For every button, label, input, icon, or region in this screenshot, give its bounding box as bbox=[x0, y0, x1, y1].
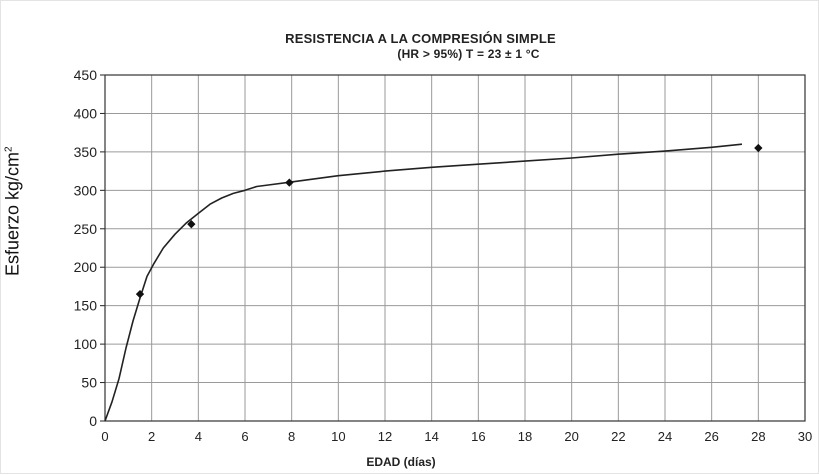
plot-frame bbox=[104, 74, 806, 422]
grid-layer bbox=[104, 74, 806, 422]
x-tick-label: 24 bbox=[658, 429, 672, 444]
y-tick-label: 0 bbox=[89, 413, 97, 429]
y-axis-title: Esfuerzo kg/cm2 bbox=[3, 146, 24, 276]
y-axis-title-superscript: 2 bbox=[3, 146, 15, 152]
x-tick-label: 8 bbox=[288, 429, 295, 444]
data-point bbox=[754, 143, 763, 153]
x-axis-title: EDAD (días) bbox=[366, 455, 436, 469]
x-tick-label: 0 bbox=[101, 429, 108, 444]
chart-title: RESISTENCIA A LA COMPRESIÓN SIMPLE bbox=[285, 31, 556, 46]
x-tick-label: 12 bbox=[378, 429, 392, 444]
y-tick-label: 150 bbox=[74, 298, 98, 314]
x-tick-label: 26 bbox=[704, 429, 718, 444]
x-tick-label: 28 bbox=[751, 429, 765, 444]
x-tick-label: 18 bbox=[518, 429, 532, 444]
data-point bbox=[187, 219, 196, 229]
chart-subtitle: (HR > 95%) T = 23 ± 1 °C bbox=[397, 47, 540, 61]
series-layer bbox=[104, 143, 763, 422]
y-axis-title-text: Esfuerzo kg/cm bbox=[2, 151, 23, 276]
x-tick-label: 22 bbox=[611, 429, 625, 444]
data-point bbox=[285, 178, 294, 187]
x-tick-label: 20 bbox=[564, 429, 578, 444]
x-tick-label: 6 bbox=[241, 429, 248, 444]
x-tick-label: 16 bbox=[471, 429, 485, 444]
data-point bbox=[135, 289, 145, 299]
y-tick-label: 400 bbox=[74, 105, 98, 121]
x-tick-label: 4 bbox=[195, 429, 202, 444]
y-tick-label: 250 bbox=[74, 221, 98, 237]
y-tick-label: 200 bbox=[74, 259, 98, 275]
x-tick-label: 30 bbox=[798, 429, 812, 444]
y-tick-label: 350 bbox=[74, 144, 98, 160]
x-tick-label: 10 bbox=[331, 429, 345, 444]
x-tick-label: 14 bbox=[424, 429, 438, 444]
axis-layer: 0 2 4 6 8 10 12 14 16 18 20 22 24 26 28 300501001502002… bbox=[74, 67, 813, 444]
y-tick-label: 300 bbox=[74, 182, 98, 198]
x-tick-label: 2 bbox=[148, 429, 155, 444]
y-tick-label: 100 bbox=[74, 336, 98, 352]
trend-curve bbox=[104, 143, 743, 422]
y-tick-label: 50 bbox=[81, 375, 97, 391]
y-tick-label: 450 bbox=[74, 67, 98, 83]
